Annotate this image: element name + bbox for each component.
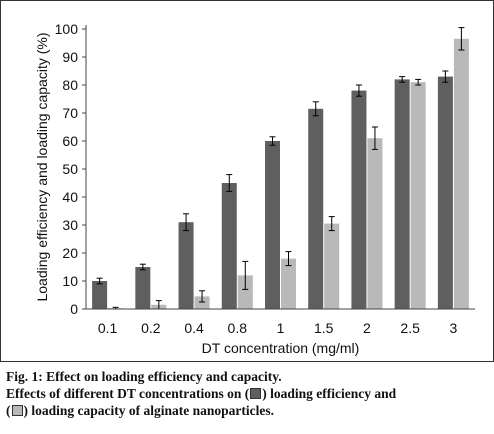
y-tick-label: 0 (70, 301, 78, 317)
y-tick-label: 100 (55, 21, 79, 37)
y-tick-label: 20 (62, 245, 78, 261)
bar-loading-capacity (281, 258, 296, 309)
caption-line2-prefix: Effects of different DT concentrations o… (6, 386, 250, 401)
y-tick-label: 10 (62, 273, 78, 289)
y-tick-label: 90 (62, 49, 78, 65)
y-tick-label: 80 (62, 77, 78, 93)
x-tick-label: 0.1 (98, 320, 118, 336)
x-tick-label: 0.4 (184, 320, 204, 336)
bar-loading-efficiency (394, 79, 410, 310)
x-tick-label: 3 (449, 320, 457, 336)
y-tick-label: 60 (62, 133, 78, 149)
bar-loading-capacity (453, 38, 469, 310)
loading-capacity-swatch (11, 405, 23, 416)
bar-loading-capacity (410, 82, 426, 309)
caption-title: Fig. 1: Effect on loading efficiency and… (6, 369, 282, 384)
y-axis-ticks: 0 10 20 30 40 50 60 70 80 90 100 (55, 21, 86, 317)
bar-loading-capacity (194, 296, 210, 309)
bar-loading-capacity (237, 275, 253, 309)
bar-loading-efficiency (92, 281, 108, 309)
x-axis-title: DT concentration (mg/ml) (202, 340, 360, 356)
y-tick-label: 50 (62, 161, 78, 177)
x-axis-ticks: 0.1 0.2 0.4 0.8 1 1.5 2 2.5 3 (98, 320, 458, 336)
caption-line3-suffix: ) loading capacity of alginate nanoparti… (23, 403, 275, 418)
caption-line3-prefix: ( (6, 403, 11, 418)
chart-frame: 0 10 20 30 40 50 60 70 80 90 100 0.1 0.2 0.4 0.8 1 1.5 2… (0, 0, 494, 362)
bar-loading-efficiency (265, 141, 280, 309)
bar-loading-capacity (324, 223, 340, 309)
x-tick-label: 2 (363, 320, 371, 336)
bar-loading-efficiency (437, 76, 453, 309)
figure-caption: Fig. 1: Effect on loading efficiency and… (6, 368, 492, 419)
x-tick-label: 2.5 (400, 320, 420, 336)
y-tick-label: 70 (62, 105, 78, 121)
bar-loading-efficiency (178, 222, 194, 309)
y-tick-label: 30 (62, 217, 78, 233)
bar-loading-efficiency (351, 90, 367, 309)
caption-line2-mid: ) loading efficiency and (262, 386, 397, 401)
x-tick-label: 1.5 (314, 320, 334, 336)
bars (92, 38, 469, 310)
x-tick-label: 0.8 (228, 320, 248, 336)
x-tick-label: 1 (277, 320, 285, 336)
bar-loading-efficiency (221, 183, 237, 309)
caption-body: Effects of different DT concentrations o… (6, 385, 492, 419)
loading-efficiency-swatch (250, 388, 262, 399)
error-bars (96, 27, 465, 310)
y-axis-title: Loading efficiency and loading capacity … (34, 32, 50, 301)
x-tick-label: 0.2 (141, 320, 161, 336)
y-tick-label: 40 (62, 189, 78, 205)
bar-loading-capacity (367, 138, 383, 309)
bar-loading-efficiency (308, 108, 324, 309)
bar-loading-efficiency (135, 267, 151, 309)
bar-chart: 0 10 20 30 40 50 60 70 80 90 100 0.1 0.2 0.4 0.8 1 1.5 2… (34, 21, 475, 356)
